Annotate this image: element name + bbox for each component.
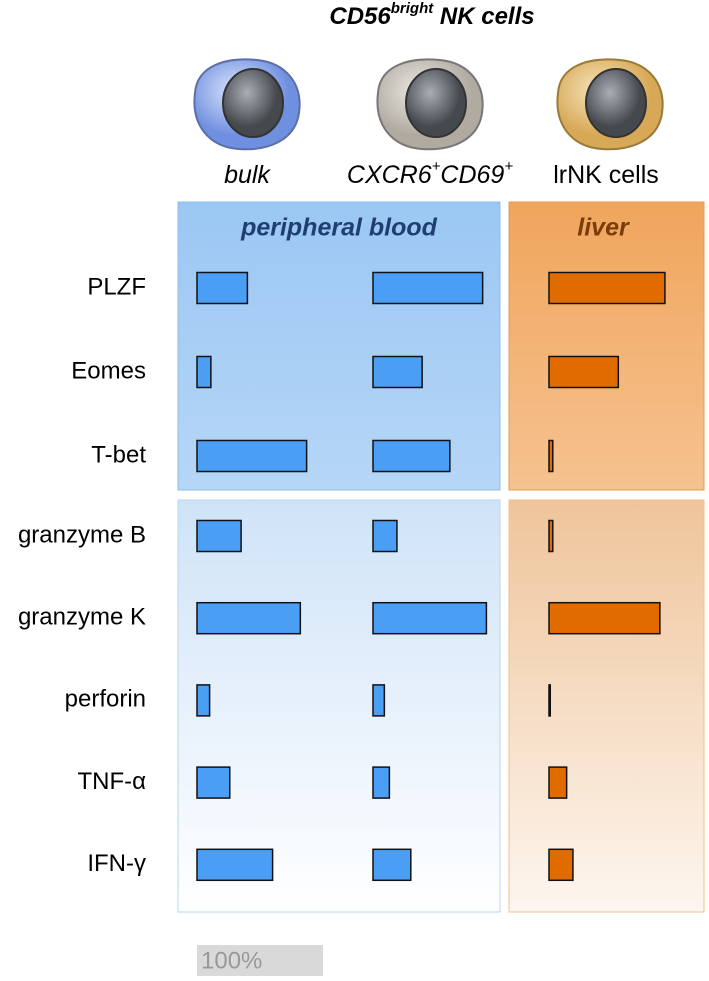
bar [196, 684, 211, 717]
bar [372, 848, 412, 882]
scale-bar [197, 945, 323, 976]
bar [548, 601, 661, 635]
row-label: granzyme B [18, 521, 146, 548]
panel [508, 201, 705, 491]
scale-label: 100% [201, 947, 262, 974]
chart-title: CD56bright NK cells [329, 0, 534, 30]
bar [196, 519, 242, 553]
row-label: granzyme K [18, 604, 146, 631]
bar [548, 519, 554, 553]
bar [372, 271, 484, 305]
legend-label: CXCR6+CD69+ [347, 158, 513, 189]
row-label: Eomes [71, 357, 146, 384]
panel [508, 499, 705, 913]
bar [196, 355, 212, 389]
bar [372, 355, 423, 389]
region-label: liver [577, 214, 630, 242]
cell-icons [193, 58, 664, 151]
region-label: peripheral blood [240, 214, 438, 242]
row-label: TNF-α [77, 768, 146, 795]
bar [548, 439, 554, 473]
row-label: PLZF [87, 273, 146, 300]
bar [196, 766, 231, 799]
bar [372, 601, 488, 635]
row-label: IFN-γ [87, 850, 146, 877]
legend-label: bulk [224, 161, 271, 189]
row-label: perforin [65, 686, 146, 713]
bar [548, 848, 574, 882]
bar [372, 684, 386, 717]
bar [196, 439, 308, 473]
bar [372, 439, 451, 473]
bar [196, 271, 249, 305]
panel [177, 499, 501, 913]
bar [548, 355, 620, 389]
bar [196, 848, 274, 882]
bar [548, 766, 568, 799]
row-label: T-bet [91, 441, 146, 468]
bar [372, 766, 391, 799]
bar [548, 271, 666, 305]
bar [372, 519, 398, 553]
legend-label: lrNK cells [553, 161, 659, 189]
bar [196, 601, 302, 635]
plot: PLZF Eomes T-bet granzyme B granzyme K perfor… [18, 271, 666, 976]
bar [548, 684, 552, 717]
